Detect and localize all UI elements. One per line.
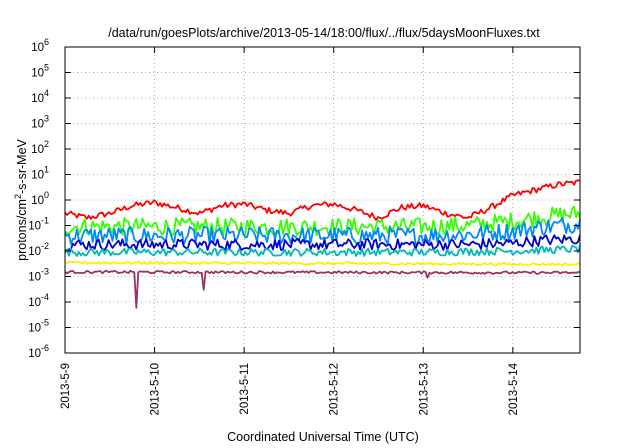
- y-tick-base: 10: [28, 348, 41, 360]
- x-tick-label: 2013-5-11: [239, 363, 251, 415]
- y-tick-label: 10-6: [28, 343, 49, 360]
- y-tick-label: 10-2: [28, 241, 49, 258]
- y-tick-base: 10: [28, 323, 41, 335]
- y-tick-exp: -5: [41, 318, 49, 328]
- series-line-2: [64, 205, 581, 237]
- y-tick-label: 105: [31, 63, 49, 80]
- y-tick-base: 10: [31, 170, 44, 182]
- y-tick-label: 10-5: [28, 318, 49, 335]
- y-axis-label-prefix: protons/cm: [15, 199, 29, 261]
- y-tick-base: 10: [28, 297, 41, 309]
- y-tick-label: 10-1: [28, 216, 49, 233]
- y-tick-base: 10: [28, 246, 41, 258]
- y-tick-base: 10: [31, 68, 44, 80]
- chart-title: /data/run/goesPlots/archive/2013-05-14/1…: [108, 26, 540, 40]
- y-tick-exp: -2: [41, 241, 49, 251]
- y-tick-base: 10: [31, 119, 44, 131]
- x-tick-label: 2013-5-13: [418, 363, 430, 415]
- series-line-7: [64, 269, 581, 309]
- y-tick-exp: 3: [44, 114, 49, 124]
- y-tick-label: 102: [31, 139, 49, 156]
- series-line-5: [64, 244, 581, 257]
- series-line-4: [64, 234, 581, 251]
- y-axis-ticks: 10-610-510-410-310-210-11001011021031041…: [28, 37, 580, 360]
- y-tick-exp: -3: [41, 267, 49, 277]
- y-tick-exp: -1: [41, 216, 49, 226]
- x-axis-ticks: 2013-5-9 2013-5-10 2013-5-11 2013-5-12 2013-…: [60, 47, 520, 415]
- y-tick-base: 10: [31, 195, 44, 207]
- series-group: [64, 179, 581, 309]
- y-tick-label: 10-4: [28, 292, 49, 309]
- y-tick-base: 10: [28, 221, 41, 233]
- y-tick-exp: 6: [44, 37, 49, 47]
- y-axis-label-suffix: -s-sr-MeV: [15, 138, 29, 194]
- y-axis-label-sup: 2: [13, 194, 23, 199]
- x-tick-label: 2013-5-12: [329, 363, 341, 415]
- y-tick-label: 104: [31, 88, 49, 105]
- y-tick-exp: -4: [41, 292, 49, 302]
- series-line-1: [64, 179, 581, 221]
- y-tick-exp: 2: [44, 139, 49, 149]
- x-tick-label: 2013-5-9: [60, 363, 72, 409]
- y-tick-label: 101: [31, 165, 49, 182]
- x-tick-label: 2013-5-10: [150, 363, 162, 415]
- y-tick-exp: 1: [44, 165, 49, 175]
- y-tick-label: 100: [31, 190, 49, 207]
- y-tick-exp: -6: [41, 343, 49, 353]
- y-tick-base: 10: [31, 42, 44, 54]
- x-axis-label: Coordinated Universal Time (UTC): [227, 430, 419, 444]
- series-line-3: [64, 217, 581, 246]
- y-tick-exp: 5: [44, 63, 49, 73]
- y-axis-label: protons/cm2-s-sr-MeV: [13, 138, 29, 260]
- y-tick-base: 10: [31, 144, 44, 156]
- y-tick-exp: 4: [44, 88, 49, 98]
- y-tick-label: 10-3: [28, 267, 49, 284]
- y-tick-exp: 0: [44, 190, 49, 200]
- series-line-6: [64, 260, 581, 267]
- x-tick-label: 2013-5-14: [508, 362, 520, 415]
- y-tick-base: 10: [31, 93, 44, 105]
- y-tick-label: 106: [31, 37, 49, 54]
- y-tick-label: 103: [31, 114, 49, 131]
- y-tick-base: 10: [28, 272, 41, 284]
